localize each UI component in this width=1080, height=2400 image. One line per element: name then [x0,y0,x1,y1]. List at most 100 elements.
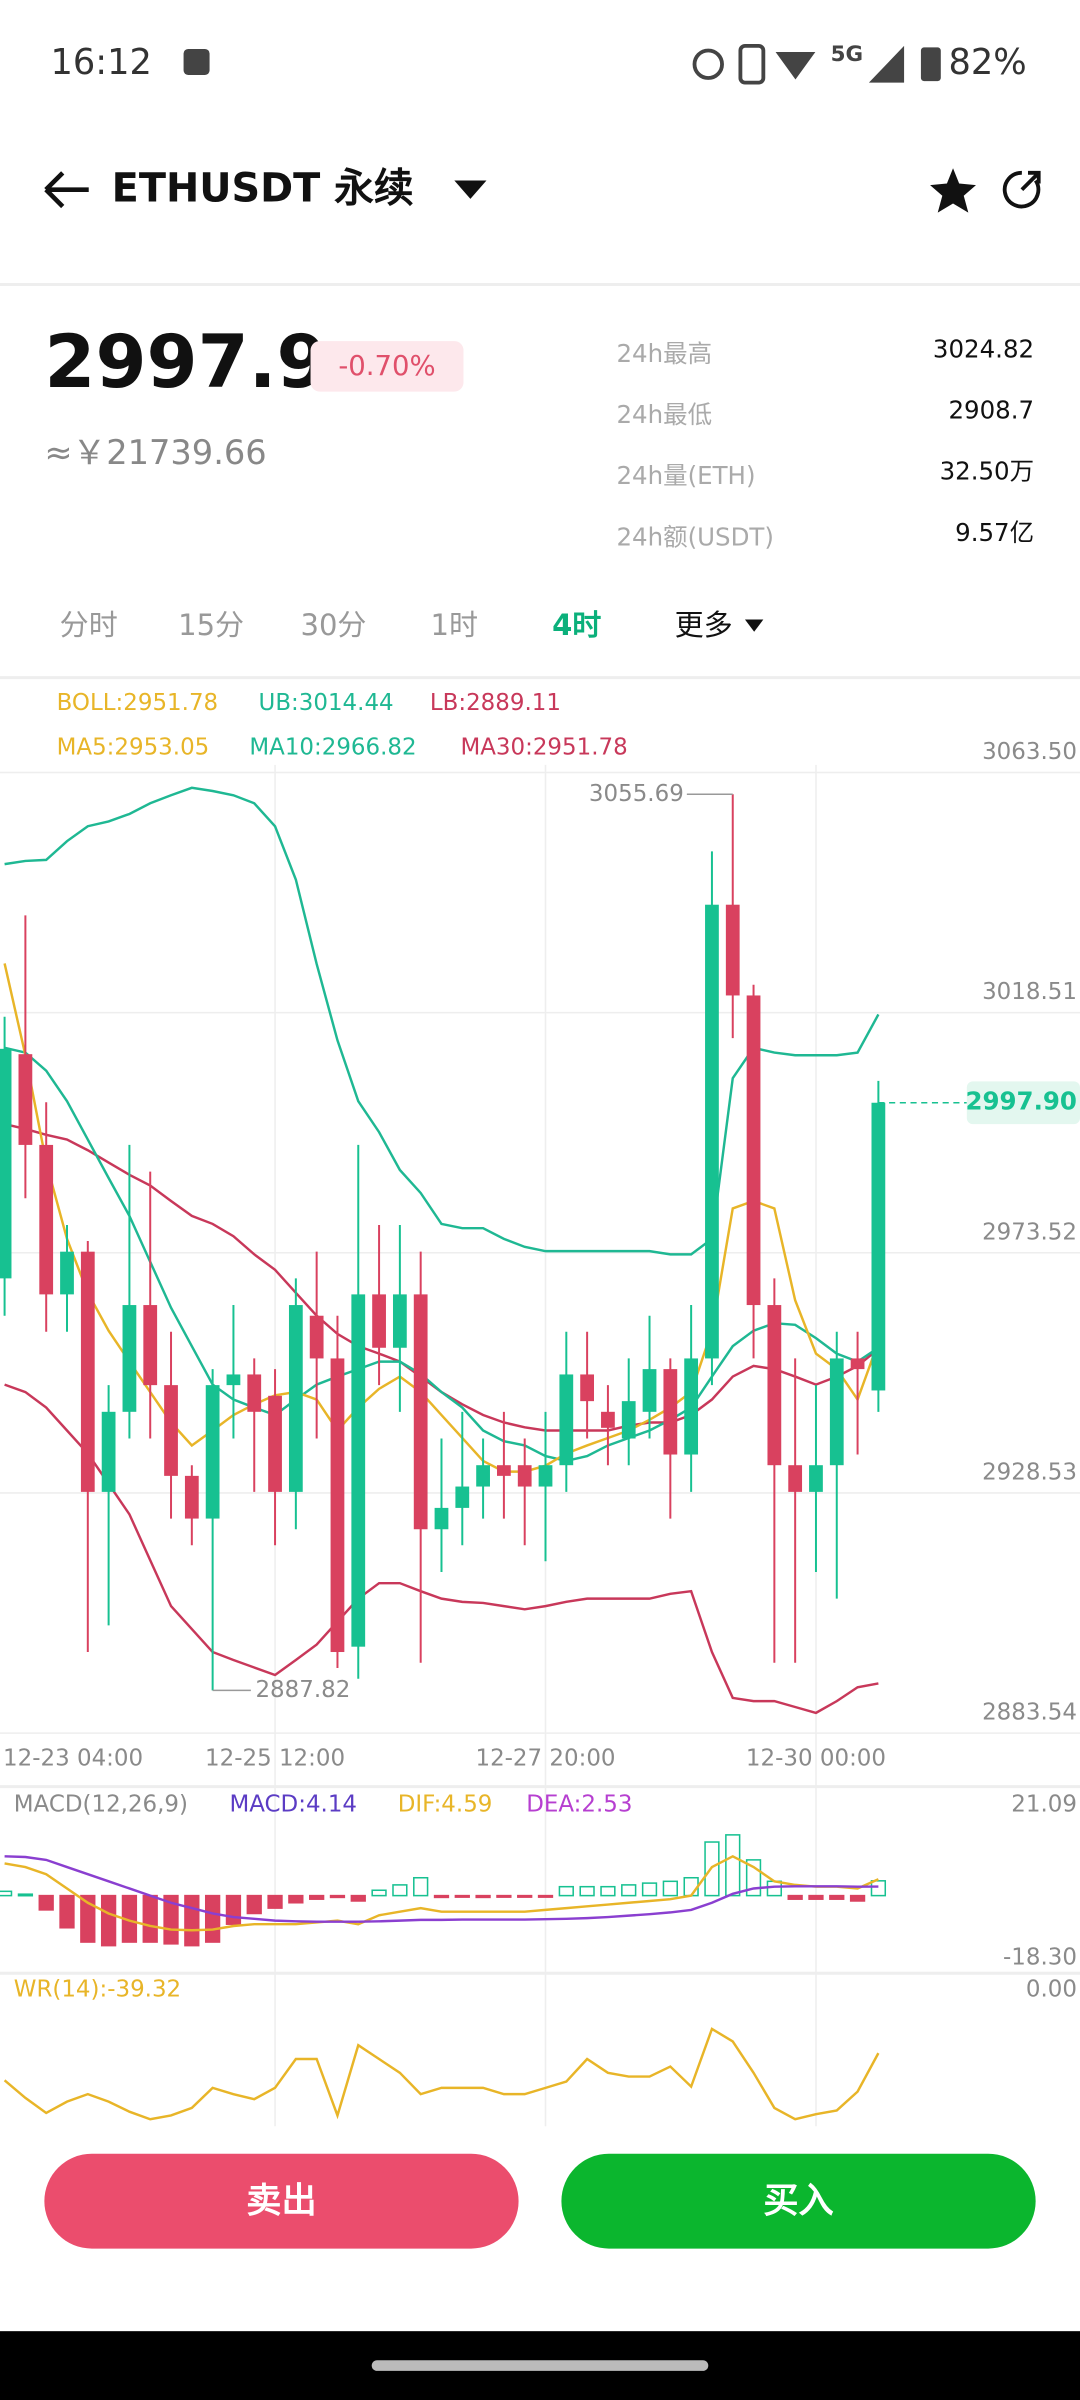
indicator-line [4,1383,879,1715]
indicator-legend: MA30:2951.78 [460,734,627,760]
macd-bar [163,1894,179,1945]
indicator-line [4,786,880,1256]
y-tick-label: 2928.53 [982,1460,1077,1486]
favorite-button[interactable] [930,168,976,213]
stat-value: 3024.82 [933,334,1034,363]
candle-body [143,1305,158,1386]
home-indicator[interactable] [371,2360,709,2371]
symbol-dropdown[interactable] [454,180,487,199]
macd-bar [38,1894,54,1911]
stat-label: 24h最高 [616,339,712,368]
macd-bar [641,1882,658,1897]
candle-body [80,1251,95,1492]
indicator-line [4,1854,879,1932]
candle-body [122,1305,137,1412]
macd-bar [350,1894,366,1902]
y-tick-label: 2973.52 [982,1219,1077,1245]
candle-body [268,1395,282,1492]
stats: 24h最高 3024.82 24h最低 2908.7 24h量(ETH) 32.50万 24… [616,334,1034,551]
interval-tab[interactable]: 1时 [431,608,479,642]
candle-body [559,1374,574,1466]
last-price-label: 2997.90 [965,1087,1076,1116]
indicator-legend: BOLL:2951.78 [57,690,219,716]
indicator-legend: WR(14):-39.32 [14,1977,181,2003]
macd-bar [309,1894,325,1900]
stat-value: 32.50万 [940,457,1035,486]
macd-bar [371,1889,387,1897]
interval-tab[interactable]: 更多 [675,608,733,642]
candle-body [538,1465,553,1487]
candle-body [705,904,719,1359]
macd-bar [204,1894,221,1943]
candle-body [372,1294,386,1348]
last-price: 2997.9 [44,320,327,405]
candle-body [725,904,740,996]
macd-bar [829,1894,845,1900]
interval-tab[interactable]: 4时 [552,608,601,642]
candle-body [247,1374,262,1412]
kline-chart[interactable]: 3063.50 3018.51 2973.52 2928.53 2883.54 BOLL:… [0,690,1080,2127]
candle-body [684,1358,699,1455]
macd-bar [558,1885,574,1897]
buy-button[interactable] [561,2153,1036,2249]
notification-icon [183,48,210,75]
candle-body [497,1465,511,1476]
candle-body [184,1475,199,1519]
indicator-line [4,1855,879,1923]
macd-bar [267,1894,283,1909]
indicator-line [3,2027,880,2121]
macd-bar [17,1893,34,1897]
candle-body [871,1102,886,1391]
candle-body [164,1385,178,1476]
candle-body [205,1385,220,1519]
candle-body [288,1305,303,1492]
signal-icon [868,45,905,83]
candle-body [455,1486,470,1508]
indicator-legend: DEA:2.53 [526,1791,632,1817]
candle-body [517,1465,532,1487]
y-tick-label: 0.00 [1026,1977,1077,2003]
high-label: 3055.69 [589,781,684,807]
y-tick-label: 21.09 [1011,1791,1077,1817]
battery-level: 82% [948,42,1026,83]
candle-body [101,1411,116,1492]
sell-button[interactable] [44,2153,519,2249]
candle-body [18,1054,33,1145]
candle-body [330,1358,345,1653]
candle-body [601,1411,615,1428]
macd-bar [59,1894,75,1929]
macd-bar [142,1894,158,1943]
interval-tab[interactable]: 分时 [60,608,118,642]
indicator-legend: UB:3014.44 [259,690,394,716]
macd-bar [100,1894,117,1947]
indicator-legend: MA10:2966.82 [249,734,416,760]
low-label: 2887.82 [255,1677,350,1703]
stat-label: 24h量(ETH) [616,461,755,490]
macd-bar [745,1859,762,1897]
macd-bar [787,1894,803,1900]
macd-bar [537,1894,554,1898]
indicator-legend: DIF:4.59 [398,1791,493,1817]
change-percent: -0.70% [338,350,435,382]
indicator-legend: MACD:4.14 [229,1791,357,1817]
share-button[interactable] [1002,170,1041,209]
candle-body [39,1144,54,1295]
macd-bar [288,1894,304,1904]
back-button[interactable] [44,171,89,209]
macd-bar [475,1894,491,1899]
interval-tab[interactable]: 30分 [300,608,366,642]
last-price-tag [966,1081,1080,1125]
share-arrow [1020,170,1041,192]
stat-label: 24h额(USDT) [616,522,773,551]
candle-body [476,1465,490,1487]
candle-body [642,1369,657,1412]
interval-tab[interactable]: 15分 [178,608,244,642]
macd-bar [496,1894,512,1898]
candle-body [392,1294,407,1348]
candle-body [621,1401,636,1439]
symbol-title[interactable]: ETHUSDT 永续 [112,166,414,212]
tab-dropdown [744,619,764,632]
